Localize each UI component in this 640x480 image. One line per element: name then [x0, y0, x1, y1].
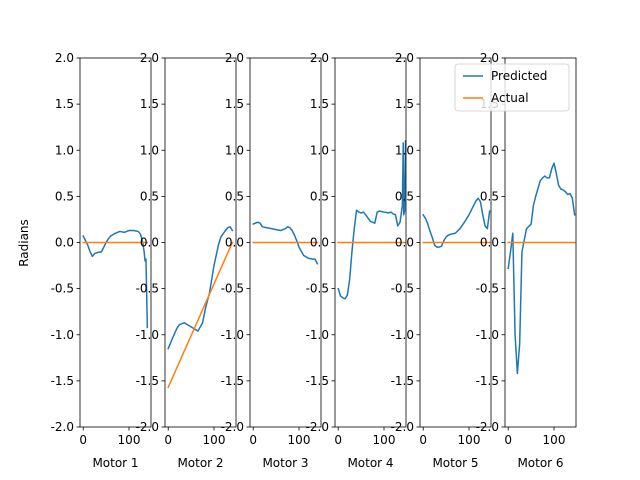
y-tick-label-1-1: -1.5	[51, 374, 74, 388]
y-tick-label-5-6: 1.0	[395, 143, 414, 157]
y-tick-label-3-7: 1.5	[225, 97, 244, 111]
y-tick-label-4-3: -0.5	[306, 282, 329, 296]
x-axis-label-5: Motor 5	[432, 456, 478, 470]
y-tick-label-1-5: 0.5	[55, 189, 74, 203]
y-tick-label-6-2: -1.0	[476, 328, 499, 342]
y-tick-label-4-7: 1.5	[310, 97, 329, 111]
y-tick-label-5-8: 2.0	[395, 51, 414, 65]
legend-label-predicted: Predicted	[491, 69, 547, 83]
x-tick-label-5-1: 100	[458, 433, 481, 447]
legend: Predicted Actual	[454, 63, 570, 112]
x-tick-label-6-0: 0	[504, 433, 512, 447]
legend-frame	[454, 63, 570, 112]
y-tick-label-5-4: 0.0	[395, 236, 414, 250]
series-predicted-line-5	[422, 197, 491, 248]
y-tick-label-1-2: -1.0	[51, 328, 74, 342]
y-tick-label-2-7: 1.5	[140, 97, 159, 111]
y-tick-label-4-5: 0.5	[310, 189, 329, 203]
x-axis-label-4: Motor 4	[347, 456, 393, 470]
x-tick-label-2-1: 100	[203, 433, 226, 447]
y-tick-label-5-3: -0.5	[391, 282, 414, 296]
x-tick-label-1-1: 100	[118, 433, 141, 447]
panel-2: -2.0 -1.5 -1.0 -0.5 0.0 0.5 1.0 1.5 2.0 0 100 Motor…	[136, 51, 237, 470]
y-tick-label-3-8: 2.0	[225, 51, 244, 65]
panel-3: -2.0 -1.5 -1.0 -0.5 0.0 0.5 1.0 1.5 2.0 0 100 Motor…	[221, 51, 322, 470]
x-tick-label-5-0: 0	[419, 433, 427, 447]
y-tick-label-4-6: 1.0	[310, 143, 329, 157]
y-tick-label-1-6: 1.0	[55, 143, 74, 157]
panel-5: -2.0 -1.5 -1.0 -0.5 0.0 0.5 1.0 1.5 2.0 0 100 Motor…	[391, 51, 492, 470]
y-tick-label-2-8: 2.0	[140, 51, 159, 65]
series-predicted-line-1	[82, 229, 149, 329]
y-tick-label-5-0: -2.0	[391, 420, 414, 434]
y-tick-label-1-8: 2.0	[55, 51, 74, 65]
y-tick-label-4-0: -2.0	[306, 420, 329, 434]
x-axis-label-6: Motor 6	[517, 456, 563, 470]
y-tick-label-4-1: -1.5	[306, 374, 329, 388]
panel-1: -2.0 -1.5 -1.0 -0.5 0.0 0.5 1.0 1.5 2.0 0 100 Motor…	[51, 51, 152, 470]
y-tick-label-1-7: 1.5	[55, 97, 74, 111]
x-axis-label-2: Motor 2	[177, 456, 223, 470]
y-tick-label-6-1: -1.5	[476, 374, 499, 388]
y-tick-label-3-6: 1.0	[225, 143, 244, 157]
y-tick-label-3-3: -0.5	[221, 282, 244, 296]
panels: -2.0 -1.5 -1.0 -0.5 0.0 0.5 1.0 1.5 2.0 0 100 Motor…	[51, 51, 577, 470]
series-predicted-line-4	[337, 140, 407, 300]
y-tick-label-2-2: -1.0	[136, 328, 159, 342]
x-tick-label-1-0: 0	[79, 433, 87, 447]
y-tick-label-5-7: 1.5	[395, 97, 414, 111]
y-tick-label-6-5: 0.5	[480, 189, 499, 203]
y-tick-label-3-4: 0.0	[225, 236, 244, 250]
y-tick-label-5-5: 0.5	[395, 189, 414, 203]
series-predicted-line-2	[167, 226, 234, 350]
y-tick-label-3-2: -1.0	[221, 328, 244, 342]
y-tick-label-6-6: 1.0	[480, 143, 499, 157]
y-tick-label-3-1: -1.5	[221, 374, 244, 388]
y-tick-label-1-0: -2.0	[51, 420, 74, 434]
y-tick-label-4-2: -1.0	[306, 328, 329, 342]
y-axis-label: Radians	[17, 219, 31, 267]
y-tick-label-4-8: 2.0	[310, 51, 329, 65]
y-tick-label-2-5: 0.5	[140, 189, 159, 203]
y-tick-label-2-4: 0.0	[140, 236, 159, 250]
y-tick-label-6-3: -0.5	[476, 282, 499, 296]
x-tick-label-6-1: 100	[543, 433, 566, 447]
x-tick-label-4-0: 0	[334, 433, 342, 447]
series-predicted-line-3	[252, 221, 319, 265]
x-axis-label-3: Motor 3	[262, 456, 308, 470]
x-axis-label-1: Motor 1	[92, 456, 138, 470]
y-tick-label-4-4: 0.0	[310, 236, 329, 250]
y-tick-label-2-6: 1.0	[140, 143, 159, 157]
x-tick-label-3-0: 0	[249, 433, 257, 447]
y-tick-label-6-0: -2.0	[476, 420, 499, 434]
panel-4: -2.0 -1.5 -1.0 -0.5 0.0 0.5 1.0 1.5 2.0 0 100 Motor…	[306, 51, 407, 470]
y-tick-label-6-8: 2.0	[480, 51, 499, 65]
y-tick-label-2-3: -0.5	[136, 282, 159, 296]
y-tick-label-3-5: 0.5	[225, 189, 244, 203]
series-actual-line-2	[167, 241, 234, 389]
y-tick-label-5-2: -1.0	[391, 328, 414, 342]
y-tick-label-1-3: -0.5	[51, 282, 74, 296]
x-tick-label-2-0: 0	[164, 433, 172, 447]
x-tick-label-4-1: 100	[373, 433, 396, 447]
y-tick-label-5-1: -1.5	[391, 374, 414, 388]
y-tick-label-1-4: 0.0	[55, 236, 74, 250]
y-tick-label-2-0: -2.0	[136, 420, 159, 434]
series-predicted-line-6	[507, 162, 576, 375]
y-tick-label-6-4: 0.0	[480, 236, 499, 250]
legend-label-actual: Actual	[491, 91, 529, 105]
y-tick-label-2-1: -1.5	[136, 374, 159, 388]
y-tick-label-3-0: -2.0	[221, 420, 244, 434]
x-tick-label-3-1: 100	[288, 433, 311, 447]
